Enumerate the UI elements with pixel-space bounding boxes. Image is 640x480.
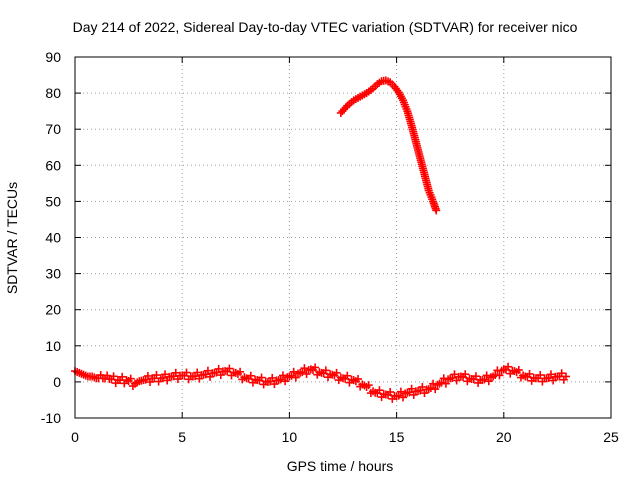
data-point: [441, 379, 450, 388]
chart-title: Day 214 of 2022, Sidereal Day-to-day VTE…: [73, 19, 578, 35]
data-point: [109, 372, 118, 381]
data-point: [557, 369, 566, 378]
data-point: [143, 371, 152, 380]
data-point: [536, 371, 545, 380]
data-point: [203, 366, 212, 375]
data-point: [300, 364, 309, 373]
data-point: [289, 367, 298, 376]
data-point: [482, 371, 491, 380]
x-axis-label: GPS time / hours: [287, 458, 394, 474]
data-point: [407, 384, 416, 393]
data-point: [495, 371, 504, 380]
data-point: [437, 378, 446, 387]
data-point: [418, 382, 427, 391]
y-tick-label: 10: [45, 338, 61, 354]
y-axis-label: SDTVAR / TECUs: [4, 182, 20, 294]
data-point: [257, 373, 266, 382]
data-point: [225, 364, 234, 373]
data-point: [432, 206, 441, 215]
y-tick-label: -10: [41, 410, 61, 426]
x-tick-label: 10: [282, 429, 298, 445]
data-point: [396, 387, 405, 396]
y-tick-label: 20: [45, 302, 61, 318]
data-point: [236, 367, 245, 376]
x-tick-label: 5: [178, 429, 186, 445]
data-points: [71, 76, 570, 403]
y-tick-label: 70: [45, 121, 61, 137]
data-point: [561, 372, 570, 381]
data-point: [375, 386, 384, 395]
y-tick-labels: -10 0 10 20 30 40 50 60 70 80 90: [41, 49, 61, 426]
data-point: [152, 371, 161, 380]
data-point: [354, 375, 363, 384]
y-tick-label: 80: [45, 85, 61, 101]
data-point: [343, 371, 352, 380]
data-point: [514, 365, 523, 374]
x-tick-label: 20: [496, 429, 512, 445]
data-point: [321, 366, 330, 375]
x-tick-label: 0: [71, 429, 79, 445]
data-point: [214, 364, 223, 373]
data-point: [426, 384, 435, 393]
data-point: [182, 368, 191, 377]
data-point: [332, 368, 341, 377]
y-tick-label: 30: [45, 266, 61, 282]
data-point: [471, 372, 480, 381]
data-point: [193, 368, 202, 377]
y-tick-label: 60: [45, 157, 61, 173]
data-point: [450, 370, 459, 379]
data-point: [546, 370, 555, 379]
x-tick-label: 15: [389, 429, 405, 445]
data-point: [525, 369, 534, 378]
data-point: [461, 370, 470, 379]
y-tick-label: 90: [45, 49, 61, 65]
data-point: [386, 388, 395, 397]
data-point: [364, 381, 373, 390]
y-tick-label: 0: [53, 374, 61, 390]
data-point: [246, 371, 255, 380]
data-point: [171, 368, 180, 377]
x-tick-label: 25: [603, 429, 619, 445]
axis-ticks: [74, 56, 612, 419]
data-point: [341, 103, 350, 112]
data-point: [161, 370, 170, 379]
data-point: [118, 372, 127, 381]
x-tick-labels: 0 5 10 15 20 25: [71, 429, 619, 445]
data-point: [504, 362, 513, 371]
data-point: [268, 373, 277, 382]
data-point: [311, 363, 320, 372]
data-point: [126, 374, 135, 383]
data-point: [278, 371, 287, 380]
data-point: [431, 385, 440, 394]
y-tick-label: 40: [45, 230, 61, 246]
y-tick-label: 50: [45, 193, 61, 209]
